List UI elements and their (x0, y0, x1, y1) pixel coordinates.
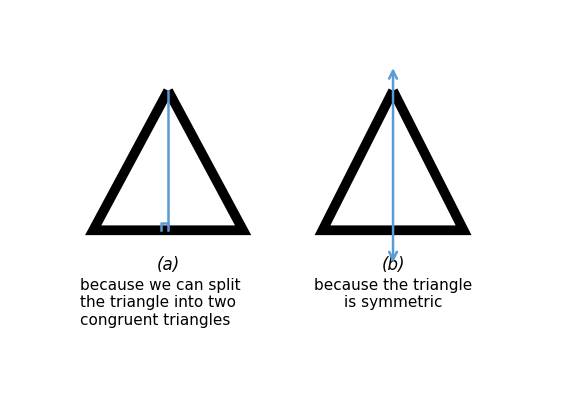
Text: (b): (b) (381, 255, 405, 274)
Text: because we can split
the triangle into two
congruent triangles: because we can split the triangle into t… (80, 278, 241, 328)
Text: (a): (a) (156, 255, 180, 274)
Text: because the triangle
is symmetric: because the triangle is symmetric (314, 278, 472, 310)
